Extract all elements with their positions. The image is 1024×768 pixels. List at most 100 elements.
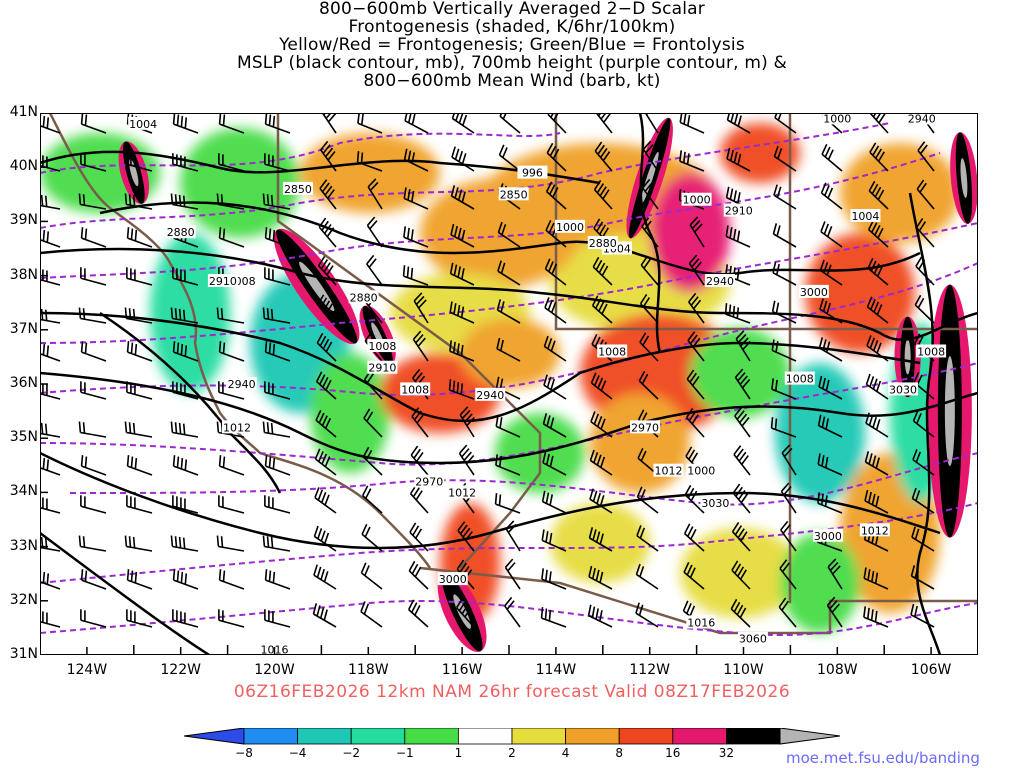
wind-barb (172, 455, 199, 476)
wind-barb (402, 265, 429, 286)
wind-barb (449, 262, 475, 286)
wind-barb (497, 260, 521, 286)
svg-text:1012: 1012 (448, 486, 476, 499)
colorbar-swatch (350, 728, 406, 745)
wind-barb (734, 406, 751, 438)
mslp-label: 1008 (367, 339, 398, 353)
wind-barb (126, 495, 153, 514)
lon-label: 114W (535, 662, 577, 678)
wind-barb (459, 406, 475, 438)
wind-barb (547, 113, 567, 134)
wind-barb (80, 227, 107, 248)
colorbar-min-triangle (184, 728, 245, 745)
wind-barb (911, 526, 935, 552)
wind-barb (869, 142, 889, 172)
height-label: 2910 (207, 274, 238, 288)
wind-barb (170, 307, 199, 324)
wind-barb (863, 567, 889, 590)
wind-barb (817, 453, 843, 476)
wind-barb (262, 535, 291, 552)
svg-text:1008: 1008 (401, 383, 429, 396)
height-label: 2910 (367, 360, 398, 375)
wind-barb (688, 254, 705, 286)
wind-barb (504, 558, 521, 590)
wind-barb (126, 227, 153, 248)
wind-barb (817, 414, 843, 438)
lon-label: 108W (817, 662, 858, 678)
colorbar-swatch (618, 728, 674, 745)
wind-barb (313, 564, 337, 590)
wind-barb (262, 307, 291, 324)
wind-barb (356, 151, 383, 172)
wind-barb (172, 267, 199, 286)
wind-barb (642, 178, 659, 210)
wind-barb (412, 330, 429, 362)
wind-barb (78, 307, 107, 324)
wind-barb (264, 569, 291, 590)
wind-barb (731, 560, 751, 590)
wind-barb (733, 445, 751, 476)
frontogenesis-band (960, 158, 968, 198)
wind-barb (361, 485, 383, 514)
wind-barb (218, 227, 245, 248)
wind-barb (408, 560, 429, 590)
wind-barb (726, 147, 751, 172)
wind-barb (640, 255, 659, 286)
title-line-1: 800−600mb Vertically Averaged 2−D Scalar (319, 0, 705, 19)
wind-barb (80, 381, 107, 400)
wind-barb (80, 113, 107, 134)
wind-barb (821, 143, 843, 172)
mslp-label: 1012 (221, 420, 252, 434)
wind-barb (588, 527, 613, 552)
wind-barb (589, 488, 613, 514)
wind-barb (772, 223, 797, 248)
wind-barb (771, 339, 797, 362)
svg-text:2910: 2910 (725, 205, 753, 218)
wind-barb (170, 421, 199, 438)
wind-barb (318, 217, 337, 248)
wind-barb (317, 256, 337, 286)
svg-text:2880: 2880 (350, 291, 378, 304)
wind-barb (407, 599, 429, 628)
wind-barb (357, 113, 383, 134)
lon-label: 118W (348, 662, 389, 678)
svg-text:3030: 3030 (889, 383, 917, 396)
height-label: 2940 (226, 377, 257, 391)
wind-barb (264, 341, 291, 362)
wind-barb (863, 606, 889, 628)
weather-map: 1004996100010041000100010041008100810081… (40, 113, 978, 655)
lat-label: 34N (9, 483, 38, 500)
wind-barb (218, 495, 245, 514)
wind-barb (770, 417, 797, 438)
wind-barb (638, 370, 659, 400)
wind-barb (543, 335, 567, 362)
wind-barb (366, 254, 383, 286)
svg-text:1008: 1008 (368, 340, 396, 353)
wind-barb (218, 341, 245, 362)
wind-barb (730, 598, 751, 628)
wind-barb (731, 522, 751, 552)
svg-text:2880: 2880 (589, 237, 617, 250)
wind-barb (780, 520, 797, 552)
wind-barb (216, 307, 245, 324)
wind-barb (40, 383, 61, 400)
wind-barb (826, 596, 843, 628)
svg-text:1000: 1000 (683, 194, 711, 207)
wind-barb (264, 495, 291, 514)
lon-label: 112W (629, 662, 670, 678)
wind-barb (916, 179, 935, 210)
wind-barb (170, 535, 199, 552)
svg-text:1008: 1008 (598, 345, 626, 358)
lat-label: 32N (9, 591, 38, 608)
wind-barb (639, 294, 659, 324)
wind-barb (725, 186, 751, 210)
height-label: 3030 (887, 382, 918, 396)
wind-barb (80, 455, 107, 476)
wind-barb (40, 194, 61, 210)
wind-barb (264, 609, 291, 628)
wind-barb (409, 522, 429, 552)
height-label: 2940 (705, 274, 736, 288)
wind-barb (684, 484, 705, 514)
lat-label: 36N (9, 375, 38, 391)
mslp-label: 1008 (784, 371, 815, 386)
